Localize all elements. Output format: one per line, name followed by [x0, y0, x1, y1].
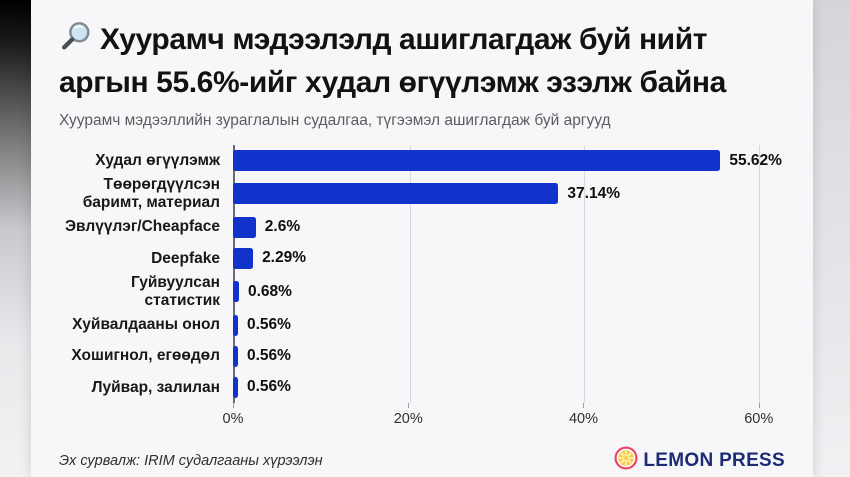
category-label: Худал өгүүлэмж — [95, 151, 220, 169]
backdrop-right-band — [813, 0, 850, 477]
bar-chart: Худал өгүүлэмж 55.62% Төөрөгдүүлсэн баримт… — [59, 145, 785, 433]
page-subtitle: Хуурамч мэдээллийн зураглалын судалгаа, … — [59, 112, 611, 129]
bar-track: 0.56% — [233, 310, 785, 341]
footer: Эх сурвалж: IRIM судалгааны хүрээлэн LEM… — [59, 446, 785, 475]
value-label: 37.14% — [567, 184, 620, 202]
value-label: 55.62% — [729, 151, 782, 169]
value-label: 2.29% — [262, 249, 307, 267]
bar — [233, 376, 238, 398]
bar — [233, 150, 721, 172]
magnifying-glass-icon — [59, 20, 93, 64]
bar-row: Худал өгүүлэмж 55.62% — [59, 145, 785, 176]
gridline — [584, 145, 586, 403]
backdrop-left-band — [0, 0, 31, 477]
bar-track: 0.56% — [233, 341, 785, 372]
tick-mark — [758, 403, 760, 408]
bar — [233, 314, 238, 336]
chart-grid — [233, 145, 785, 403]
brand-name: LEMON PRESS — [643, 449, 785, 471]
bar — [233, 183, 559, 205]
category-label: Гуйвуулсан статистик — [131, 274, 220, 309]
value-label: 0.68% — [247, 282, 292, 300]
bar-row: Хошигнол, егөөдөл 0.56% — [59, 341, 785, 372]
tick-label: 20% — [393, 411, 423, 427]
category-label: Луйвар, залилан — [91, 378, 220, 396]
bar-track: 0.68% — [233, 274, 785, 310]
category-label: Deepfake — [151, 249, 220, 267]
bar-row: Deepfake 2.29% — [59, 243, 785, 274]
bar-track: 0.56% — [233, 372, 785, 403]
x-axis: 0% 20% 40% 60% — [223, 403, 785, 433]
tick-label: 60% — [744, 411, 774, 427]
tick-mark — [408, 403, 410, 408]
bar-row: Хуйвалдааны онол 0.56% — [59, 310, 785, 341]
tick-label: 40% — [568, 411, 598, 427]
chart-plot-area: Худал өгүүлэмж 55.62% Төөрөгдүүлсэн баримт… — [59, 145, 785, 403]
bar-track: 2.29% — [233, 243, 785, 274]
bar-track: 2.6% — [233, 212, 785, 243]
source-credit: Эх сурвалж: IRIM судалгааны хүрээлэн — [59, 452, 323, 469]
value-label: 0.56% — [247, 316, 291, 334]
bar — [233, 345, 238, 367]
bar-row: Гуйвуулсан статистик 0.68% — [59, 274, 785, 310]
value-label: 0.56% — [247, 347, 291, 365]
tick-mark — [583, 403, 585, 408]
bar — [233, 247, 254, 269]
category-label: Хуйвалдааны онол — [72, 316, 220, 334]
infographic-card: Хуурамч мэдээлэлд ашиглагдаж буй нийт ар… — [31, 0, 813, 477]
category-label: Төөрөгдүүлсэн баримт, материал — [82, 176, 220, 211]
bar-track: 55.62% — [233, 145, 785, 176]
page-title: Хуурамч мэдээлэлд ашиглагдаж буй нийт ар… — [59, 20, 785, 102]
bar-row: Төөрөгдүүлсэн баримт, материал 37.14% — [59, 176, 785, 212]
bar — [233, 281, 239, 303]
value-label: 0.56% — [247, 378, 291, 396]
category-label: Хошигнол, егөөдөл — [71, 347, 220, 365]
tick-label: 0% — [222, 411, 244, 427]
bar-row: Луйвар, залилан 0.56% — [59, 372, 785, 403]
gridline — [758, 145, 760, 403]
bar-track: 37.14% — [233, 176, 785, 212]
bar — [233, 216, 256, 238]
value-label: 2.6% — [264, 218, 301, 236]
bar-row: Эвлүүлэг/Cheapface 2.6% — [59, 212, 785, 243]
category-label: Эвлүүлэг/Cheapface — [65, 218, 220, 236]
tick-mark — [233, 403, 234, 408]
gridline — [409, 145, 411, 403]
brand-logo: LEMON PRESS — [614, 446, 785, 475]
page-title-text: Хуурамч мэдээлэлд ашиглагдаж буй нийт ар… — [59, 23, 726, 99]
lemon-icon — [614, 446, 638, 475]
